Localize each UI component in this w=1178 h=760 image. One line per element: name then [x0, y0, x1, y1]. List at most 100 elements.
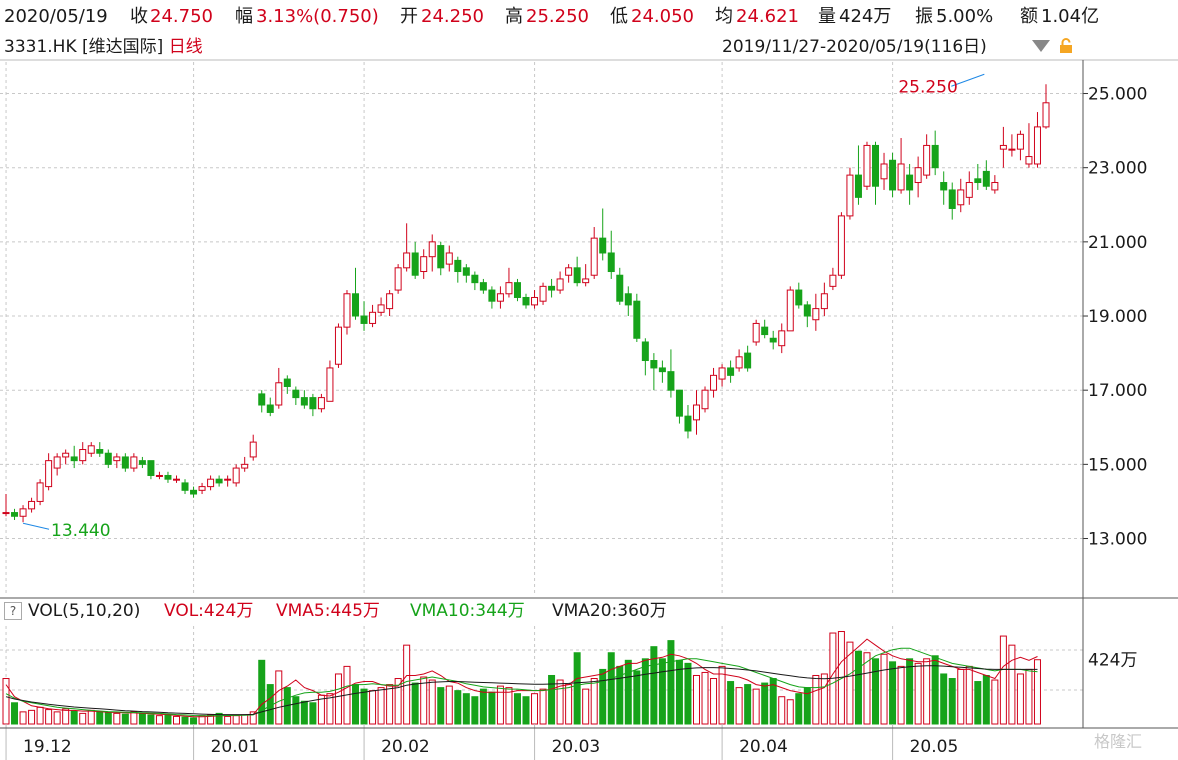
- candle: [513, 282, 521, 298]
- candle: [87, 445, 95, 454]
- volume-bar: [300, 700, 308, 725]
- candle: [701, 389, 709, 410]
- chart-title-bar: 3331.HK [维达国际] 日线 2019/11/27-2020/05/19(…: [0, 34, 1178, 60]
- price-tick-label: 19.000: [1088, 307, 1147, 327]
- candle: [650, 360, 658, 369]
- volume-bar: [275, 670, 283, 725]
- candle: [906, 174, 914, 191]
- candle: [147, 460, 155, 476]
- candle: [829, 274, 837, 287]
- price-tick-label: 17.000: [1088, 381, 1147, 401]
- volume-bar: [207, 714, 215, 725]
- volume-bar: [437, 687, 445, 725]
- volume-bar: [155, 715, 163, 725]
- candle: [556, 278, 564, 291]
- high-label: 高: [505, 6, 523, 27]
- volume-bar: [624, 659, 632, 725]
- volume-bar: [181, 716, 189, 725]
- candle: [224, 478, 232, 481]
- candle: [249, 441, 257, 458]
- candle: [36, 482, 44, 502]
- candle: [769, 337, 777, 343]
- volume-bar: [258, 659, 266, 725]
- volume-bar: [607, 652, 615, 725]
- candle: [11, 512, 19, 517]
- candle: [62, 452, 70, 458]
- volume-bar: [249, 711, 257, 725]
- volume-bar: [309, 702, 317, 725]
- candle: [164, 474, 172, 480]
- volume-bar: [658, 658, 666, 725]
- candle: [155, 474, 163, 477]
- volume-bar: [565, 684, 573, 725]
- volume-bar: [87, 709, 95, 725]
- volume-bar: [795, 693, 803, 725]
- volume-bar: [513, 693, 521, 725]
- volume-bar: [241, 714, 249, 725]
- candle: [138, 460, 146, 465]
- volume-bar: [991, 679, 999, 725]
- candle: [837, 215, 845, 276]
- candle: [616, 274, 624, 302]
- change-value: 3.13%(0.750): [256, 6, 379, 27]
- candle: [599, 237, 607, 254]
- volume-bar: [863, 652, 871, 725]
- volume-bar: [79, 712, 87, 725]
- high-value: 25.250: [526, 6, 589, 27]
- candle: [778, 330, 786, 347]
- candle: [505, 282, 513, 295]
- vma10-label: VMA10:344万: [410, 601, 525, 621]
- quote-info-bar: 2020/05/19 收 24.750 幅 3.13%(0.750) 开 24.…: [0, 0, 1178, 34]
- candle-series: [2, 84, 1050, 523]
- amount-value: 1.04亿: [1041, 6, 1100, 27]
- candle: [207, 478, 215, 488]
- open-label: 开: [400, 6, 418, 27]
- volume-bar: [548, 674, 556, 725]
- vol-indicator-label[interactable]: VOL(5,10,20): [28, 601, 141, 621]
- close-label: 收: [130, 6, 148, 27]
- amount-label: 额: [1020, 6, 1038, 27]
- price-tick-label: 25.000: [1088, 85, 1147, 105]
- range-dropdown-icon[interactable]: [1032, 40, 1050, 52]
- volume-bar: [130, 711, 138, 725]
- amplitude-label: 振: [915, 6, 933, 27]
- lock-icon[interactable]: [1058, 38, 1074, 54]
- volume-label: 量: [818, 6, 836, 27]
- volume-bar: [420, 676, 428, 725]
- volume-bar: [982, 674, 990, 725]
- volume-bar: [684, 662, 692, 725]
- volume-bar: [28, 709, 36, 725]
- volume-bar: [539, 688, 547, 725]
- candle: [957, 189, 965, 206]
- candle: [28, 500, 36, 510]
- volume-bar: [1008, 644, 1016, 725]
- volume-bar: [1025, 668, 1033, 725]
- candle: [1016, 133, 1024, 150]
- candle: [292, 389, 300, 399]
- candle: [45, 460, 53, 488]
- volume-bar: [292, 696, 300, 725]
- volume-help-button[interactable]: ?: [4, 602, 22, 620]
- date-range: 2019/11/27-2020/05/19(116日): [722, 37, 987, 57]
- candle: [232, 467, 240, 484]
- period-label[interactable]: 日线: [168, 37, 203, 57]
- candle: [607, 252, 615, 273]
- volume-bar: [573, 652, 581, 725]
- chart-frame: [0, 59, 1178, 729]
- candle: [394, 267, 402, 291]
- candle: [369, 311, 377, 324]
- candle: [948, 189, 956, 209]
- volume-bar: [462, 693, 470, 725]
- avg-label: 均: [715, 6, 733, 27]
- max-arrow: [951, 73, 985, 87]
- date-label: 20.01: [211, 737, 260, 757]
- date-label: 20.04: [739, 737, 788, 757]
- vol-value-label: VOL:424万: [164, 601, 254, 621]
- candle: [718, 367, 726, 380]
- volume-bar: [369, 690, 377, 725]
- volume-bar: [906, 658, 914, 725]
- volume-bar: [96, 711, 104, 725]
- symbol-name: 3331.HK [维达国际]: [4, 37, 164, 57]
- candle: [198, 486, 206, 491]
